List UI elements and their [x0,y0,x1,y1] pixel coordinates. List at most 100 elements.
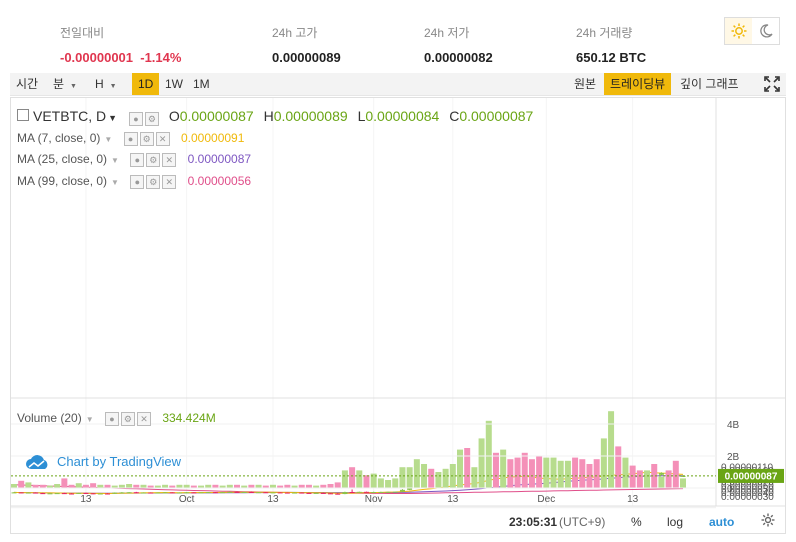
caret-down-icon[interactable]: ▼ [85,415,94,424]
sun-icon[interactable] [725,18,752,44]
time-button[interactable]: 시간 [10,73,44,95]
timezone[interactable]: (UTC+9) [559,515,606,529]
volume-bar [629,465,636,488]
volume-bar [39,484,46,488]
volume-legend: Volume (20) ▼ ● ⚙ ✕ 334.424M [17,411,216,427]
volume-bar [212,484,219,488]
volume-bar [190,485,197,488]
volume-bar [262,485,269,488]
minute-dropdown[interactable]: 분 ▼ [47,73,83,95]
caret-down-icon[interactable]: ▼ [111,178,119,187]
volume-bar [636,470,643,488]
high-stat: 24h 고가 0.00000089 [272,24,341,65]
interval-1d-button[interactable]: 1D [132,73,160,95]
volume-bar [241,485,248,488]
tradingview-watermark[interactable]: Chart by TradingView [25,454,181,471]
eye-icon: ● [128,111,143,126]
candle [54,493,60,495]
high-legend-value: 0.00000089 [273,108,348,124]
ma99-label[interactable]: MA (99, close, 0) [17,174,108,188]
candle [162,492,168,494]
symbol-label[interactable]: VETBTC, D [33,108,107,124]
log-toggle[interactable]: log [667,515,684,529]
volume-bar [665,470,672,488]
volume-stat: 24h 거래량 650.12 BTC [576,24,646,65]
volume-bar [97,484,104,488]
candle [25,492,31,494]
settings-icon: ⚙ [146,175,161,190]
volume-controls[interactable]: ● ⚙ ✕ [104,411,153,427]
candle [97,493,103,495]
settings-icon[interactable] [761,513,775,530]
volume-bar [291,485,298,488]
original-view-button[interactable]: 원본 [568,73,602,95]
ma99-controls[interactable]: ● ⚙ ✕ [130,174,178,190]
y-tick-label: 0.00000060 [721,481,774,492]
depth-chart-button[interactable]: 깊이 그래프 [674,73,745,95]
volume-bar [111,485,118,488]
hour-dropdown[interactable]: H ▼ [89,73,123,95]
candle [407,487,413,490]
candle [119,492,125,494]
volume-bar [586,464,593,488]
series-controls[interactable]: ● ⚙ [128,109,161,126]
volume-bar [147,485,154,488]
candle [349,492,355,494]
close-icon: ✕ [162,175,177,190]
volume-bar [399,467,406,488]
interval-1w-button[interactable]: 1W [159,73,189,95]
volume-bar [363,475,370,488]
ma7-label[interactable]: MA (7, close, 0) [17,131,101,145]
fullscreen-icon[interactable] [758,73,786,95]
settings-icon: ⚙ [120,412,135,427]
candle [198,492,204,494]
y-tick-label: 0.00000110 [721,463,774,474]
caret-down-icon[interactable]: ▼ [108,113,118,123]
x-tick-label: 13 [627,494,639,505]
tradingview-button[interactable]: 트레이딩뷰 [604,73,672,95]
volume-bar [169,485,176,488]
volume-bar [320,484,327,488]
moon-icon[interactable] [752,18,779,44]
ma25-controls[interactable]: ● ⚙ ✕ [130,152,178,168]
volume-bar [284,484,291,488]
volume-bar [500,449,507,488]
candle [220,492,226,494]
volume-bar [464,448,471,488]
volume-bar [492,452,499,488]
auto-toggle[interactable]: auto [709,515,735,529]
theme-toggle[interactable] [724,17,780,45]
volume-bar [90,483,97,488]
candle [356,491,362,493]
candle [90,493,96,495]
caret-down-icon[interactable]: ▼ [111,156,119,165]
interval-1d-label: 1D [138,77,154,91]
chart-area[interactable]: 0.000001100.000001000.000000900.00000080… [10,97,786,534]
ma7-controls[interactable]: ● ⚙ ✕ [123,131,172,147]
candle [205,492,211,494]
volume-bar [435,472,442,488]
percent-toggle[interactable]: % [631,515,642,529]
interval-1m-label: 1M [193,77,210,91]
volume-indicator-label[interactable]: Volume (20) [17,411,82,425]
ma25-label[interactable]: MA (25, close, 0) [17,152,108,166]
volume-bar [608,411,615,488]
volume-bar [507,459,514,488]
eye-icon: ● [130,175,145,190]
candle [176,492,182,494]
eye-icon: ● [130,153,145,168]
volume-bar [183,484,190,488]
interval-1m-button[interactable]: 1M [187,73,216,95]
price-chart[interactable]: 0.000001100.000001000.000000900.00000080… [11,98,785,533]
original-view-label: 원본 [574,77,597,91]
volume-bar [385,480,392,488]
candle [133,492,139,494]
volume-bar [593,459,600,488]
volume-bar [75,483,82,488]
volume-bar [392,478,399,488]
volume-bar [68,484,75,488]
candle [320,492,326,494]
hour-label: H [95,77,104,91]
volume-bar [356,470,363,488]
caret-down-icon[interactable]: ▼ [104,135,113,144]
